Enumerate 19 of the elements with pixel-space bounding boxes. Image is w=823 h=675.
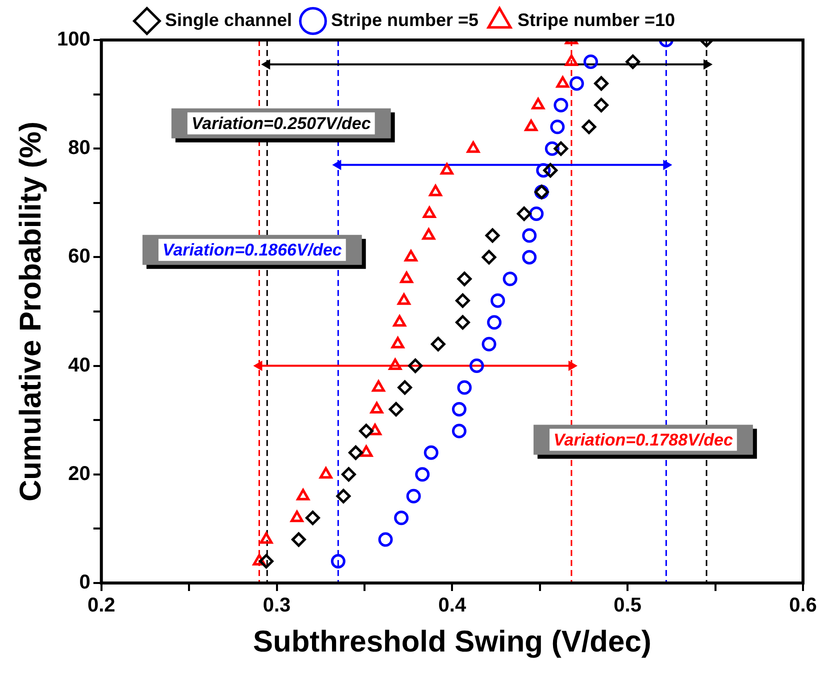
x-tick-label: 0.2 [87,594,116,617]
legend-label: Single channel [164,10,292,30]
legend-label: Stripe number =5 [330,10,479,30]
y-tick-label: 40 [68,354,90,376]
y-tick-label: 20 [68,462,90,485]
y-axis-title: Cumulative Probability (%) [14,121,48,502]
annotation: Variation=0.1788V/dec [554,430,734,450]
annotation: Variation=0.1866V/dec [162,240,342,260]
y-tick-label: 100 [56,28,90,51]
y-tick-label: 60 [68,246,90,268]
legend-label: Stripe number =10 [518,10,676,30]
x-tick-label: 0.4 [438,594,467,617]
x-tick-label: 0.3 [262,594,291,617]
y-tick-label: 0 [79,572,90,594]
x-tick-label: 0.6 [789,594,817,617]
x-tick-label: 0.5 [614,594,642,617]
annotation: Variation=0.2507V/dec [191,114,372,134]
x-axis-title: Subthreshold Swing (V/dec) [253,625,652,658]
y-tick-label: 80 [68,137,90,160]
